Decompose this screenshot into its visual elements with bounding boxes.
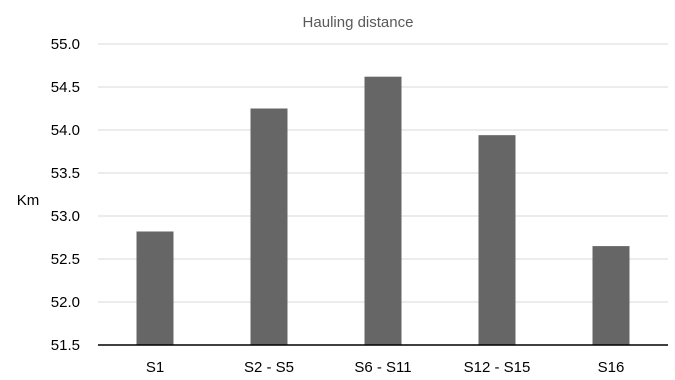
y-tick-label: 52.0 (51, 294, 80, 311)
bar-s16 (592, 246, 630, 345)
y-tick-label: 52.5 (51, 251, 80, 268)
bars (136, 76, 630, 346)
bar-s12-s15 (478, 135, 516, 345)
y-tick-label: 53.5 (51, 165, 80, 182)
x-tick-label: S1 (146, 359, 164, 376)
x-tick-label: S2 - S5 (244, 359, 294, 376)
x-tick-label: S12 - S15 (464, 359, 531, 376)
x-tick-label: S6 - S11 (354, 359, 411, 376)
bar-s1 (136, 231, 174, 345)
x-axis-ticks: S1 S2 - S5 S6 - S11 S12 - S15 S16 (146, 359, 625, 376)
y-tick-label: 55.0 (51, 36, 80, 53)
y-axis-ticks: 51.5 52.0 52.5 53.0 53.5 54.0 54.5 55.0 (51, 36, 80, 354)
x-tick-label: S16 (598, 359, 625, 376)
y-tick-label: 54.0 (51, 122, 80, 139)
chart-title: Hauling distance (303, 14, 414, 31)
y-axis-label: Km (17, 192, 40, 209)
y-tick-label: 53.0 (51, 208, 80, 225)
bar-s6-s11 (364, 76, 402, 346)
y-tick-label: 51.5 (51, 337, 80, 354)
bar-s2-s5 (250, 108, 288, 345)
y-tick-label: 54.5 (51, 79, 80, 96)
